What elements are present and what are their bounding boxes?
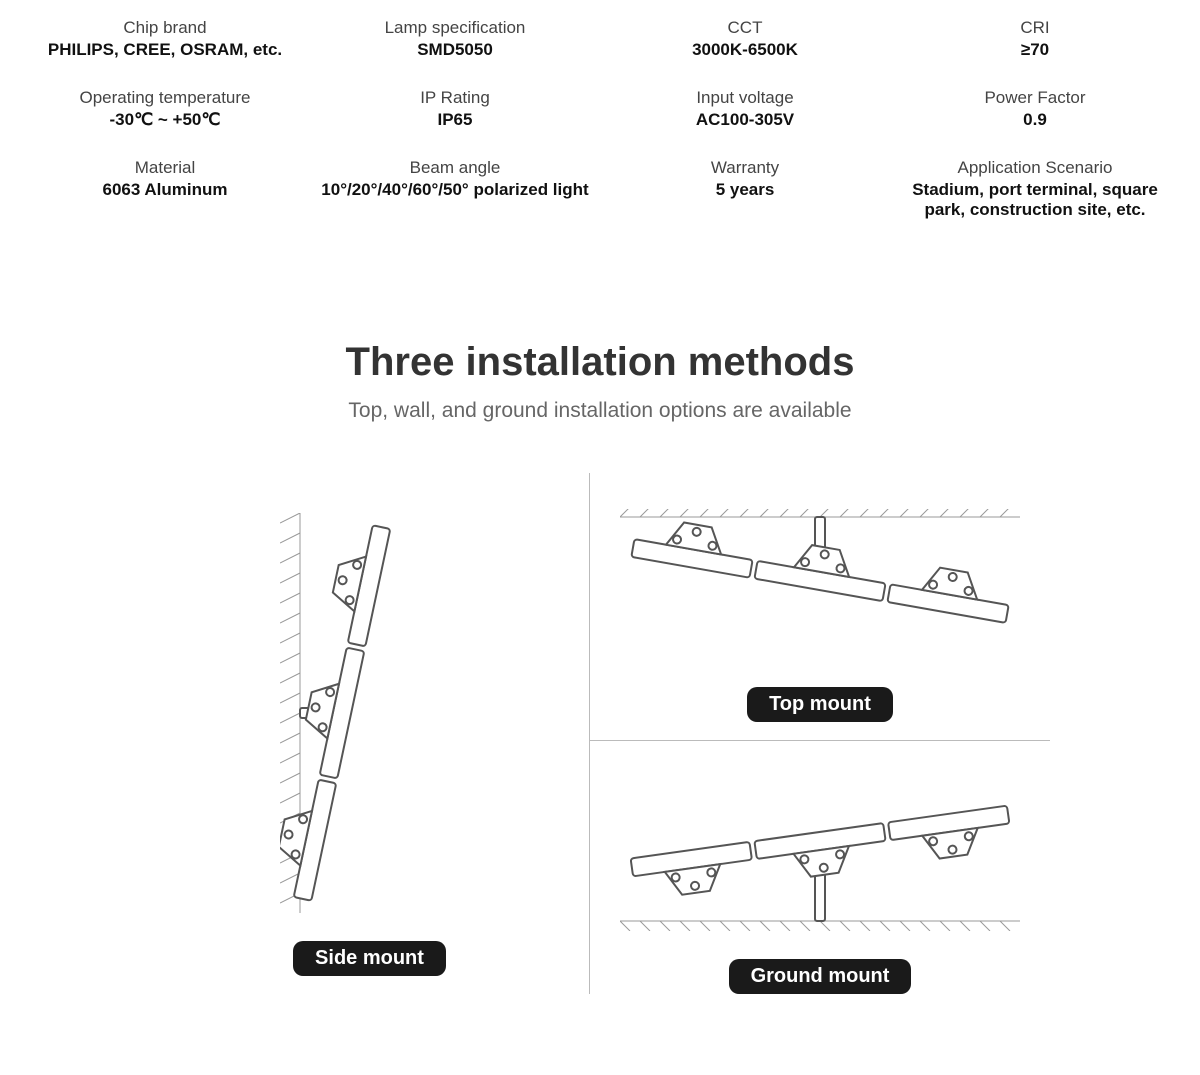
spec-value: 6063 Aluminum — [30, 180, 300, 200]
spec-value: 5 years — [610, 180, 880, 200]
spec-cell: Beam angle10°/20°/40°/60°/50° polarized … — [320, 158, 590, 220]
spec-label: CCT — [610, 18, 880, 38]
spec-value: -30℃ ~ +50℃ — [30, 110, 300, 130]
spec-value: AC100-305V — [610, 110, 880, 130]
side-mount-diagram — [280, 513, 460, 913]
side-mount-badge: Side mount — [293, 941, 446, 976]
spec-label: IP Rating — [320, 88, 590, 108]
spec-cell: CRI≥70 — [900, 18, 1170, 60]
spec-cell: Lamp specificationSMD5050 — [320, 18, 590, 60]
install-title: Three installation methods — [0, 340, 1200, 385]
installation-section: Three installation methods Top, wall, an… — [0, 340, 1200, 994]
spec-value: 3000K-6500K — [610, 40, 880, 60]
top-mount-panel: Top mount — [590, 473, 1050, 741]
spec-value: PHILIPS, CREE, OSRAM, etc. — [30, 40, 300, 60]
spec-label: Chip brand — [30, 18, 300, 38]
spec-label: CRI — [900, 18, 1170, 38]
top-mount-badge: Top mount — [747, 687, 893, 722]
spec-cell: CCT3000K-6500K — [610, 18, 880, 60]
spec-value: 0.9 — [900, 110, 1170, 130]
install-diagrams: Side mount — [150, 473, 1050, 994]
spec-cell: Operating temperature-30℃ ~ +50℃ — [30, 88, 300, 130]
spec-cell: Power Factor0.9 — [900, 88, 1170, 130]
ground-mount-badge: Ground mount — [729, 959, 912, 994]
spec-label: Power Factor — [900, 88, 1170, 108]
install-subtitle: Top, wall, and ground installation optio… — [0, 399, 1200, 423]
top-mount-diagram — [620, 509, 1020, 659]
ground-mount-diagram — [620, 791, 1020, 931]
specs-grid: Chip brandPHILIPS, CREE, OSRAM, etc. Lamp… — [0, 0, 1200, 240]
spec-cell: IP RatingIP65 — [320, 88, 590, 130]
spec-label: Material — [30, 158, 300, 178]
spec-label: Application Scenario — [900, 158, 1170, 178]
spec-label: Operating temperature — [30, 88, 300, 108]
spec-value: Stadium, port terminal, square park, con… — [900, 180, 1170, 220]
spec-label: Warranty — [610, 158, 880, 178]
spec-cell: Input voltageAC100-305V — [610, 88, 880, 130]
spec-label: Lamp specification — [320, 18, 590, 38]
side-mount-panel: Side mount — [150, 473, 590, 994]
spec-cell: Warranty5 years — [610, 158, 880, 220]
spec-label: Input voltage — [610, 88, 880, 108]
spec-label: Beam angle — [320, 158, 590, 178]
spec-value: SMD5050 — [320, 40, 590, 60]
ground-mount-panel: Ground mount — [590, 741, 1050, 994]
spec-value: IP65 — [320, 110, 590, 130]
spec-value: 10°/20°/40°/60°/50° polarized light — [320, 180, 590, 200]
spec-value: ≥70 — [900, 40, 1170, 60]
spec-cell: Material6063 Aluminum — [30, 158, 300, 220]
spec-cell: Application ScenarioStadium, port termin… — [900, 158, 1170, 220]
spec-cell: Chip brandPHILIPS, CREE, OSRAM, etc. — [30, 18, 300, 60]
